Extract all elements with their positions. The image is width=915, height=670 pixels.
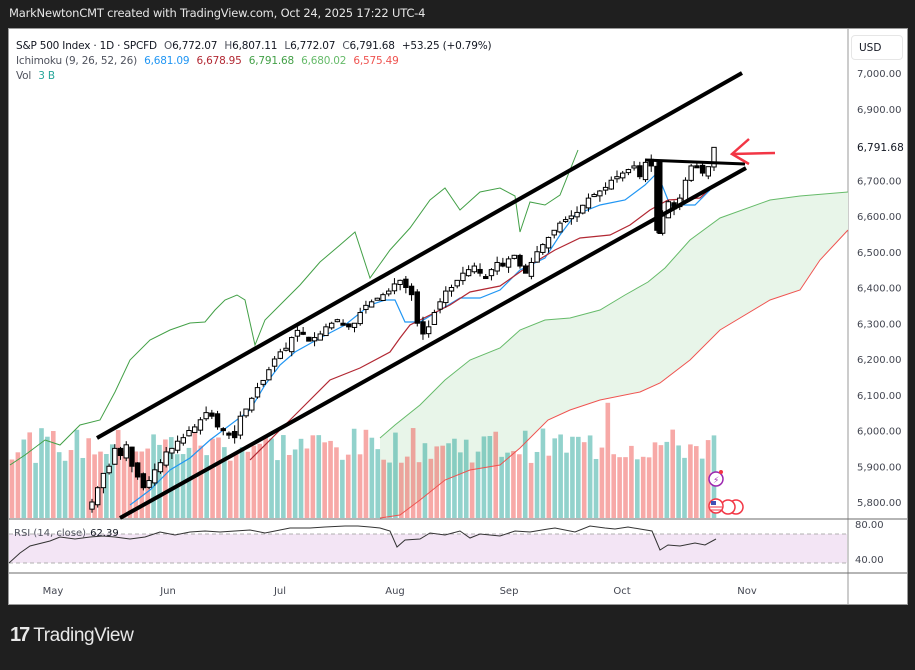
time-tick: Sep (500, 586, 519, 597)
red-arrow-annotation[interactable] (729, 138, 776, 166)
time-tick: Nov (737, 586, 757, 597)
last-price-label: 6,791.68 (857, 142, 904, 154)
volume-legend[interactable]: Vol 3 B (16, 69, 491, 84)
volume-label[interactable]: Vol (16, 70, 32, 82)
rsi-axis-upper: 80.00 (855, 520, 884, 531)
senkou-a-value: 6,680.02 (301, 55, 347, 67)
ichimoku-lines (9, 149, 849, 519)
svg-text:⚡: ⚡ (713, 476, 719, 486)
tradingview-logo-icon: 17 (10, 624, 30, 646)
rsi-axis-lower: 40.00 (855, 555, 884, 566)
price-tick: 6,500.00 (857, 248, 902, 259)
rsi-value: 62.39 (90, 528, 119, 539)
low-value: 6,772.07 (290, 40, 336, 52)
price-tick: 6,100.00 (857, 391, 902, 402)
price-tick: 6,400.00 (857, 284, 902, 295)
tradingview-logo[interactable]: 17 TradingView (10, 624, 134, 647)
time-tick: Aug (385, 586, 405, 597)
ichimoku-label[interactable]: Ichimoku (9, 26, 52, 26) (16, 55, 138, 67)
lightning-event-icon[interactable] (708, 471, 724, 487)
upper-channel-line[interactable] (96, 71, 743, 440)
senkou-b-value: 6,575.49 (353, 55, 399, 67)
rsi-label[interactable]: RSI (14, close) (14, 528, 87, 539)
rsi-line (8, 525, 717, 564)
price-tick: 6,200.00 (857, 355, 902, 366)
price-axis[interactable]: 7,000.00 6,900.00 6,700.00 6,600.00 6,500.00… (857, 69, 902, 509)
rsi-band (9, 534, 847, 563)
time-tick: Oct (613, 586, 630, 597)
volume-bars (9, 402, 717, 518)
price-tick: 6,000.00 (857, 427, 902, 438)
ichimoku-legend[interactable]: Ichimoku (9, 26, 52, 26) 6,681.09 6,678.… (16, 54, 491, 69)
open-value: 6,772.07 (172, 40, 218, 52)
time-tick: May (43, 586, 64, 597)
channel-trendlines[interactable] (96, 71, 747, 520)
tradingview-logo-text: TradingView (33, 624, 134, 646)
high-value: 6,807.11 (232, 40, 278, 52)
kijun-value: 6,678.95 (196, 55, 242, 67)
price-tick: 6,600.00 (857, 212, 902, 223)
price-tick: 5,900.00 (857, 462, 902, 473)
price-tick: 5,800.00 (857, 498, 902, 509)
price-tick: 7,000.00 (857, 69, 902, 80)
price-tick: 6,700.00 (857, 176, 902, 187)
rsi-legend[interactable]: RSI (14, close) 62.39 (14, 528, 119, 539)
time-axis[interactable]: May Jun Jul Aug Sep Oct Nov (43, 586, 757, 597)
change-value: +53.25 (+0.79%) (401, 40, 492, 52)
lower-channel-line[interactable] (119, 166, 747, 520)
price-tick: 6,300.00 (857, 319, 902, 330)
symbol-row[interactable]: S&P 500 Index · 1D · SPCFD O6,772.07 H6,… (16, 40, 492, 52)
time-tick: Jul (273, 586, 286, 597)
chart-credit: MarkNewtonCMT created with TradingView.c… (9, 6, 426, 20)
symbol-name[interactable]: S&P 500 Index · 1D · SPCFD (16, 40, 157, 52)
volume-value: 3 B (38, 70, 55, 82)
candlesticks (89, 146, 717, 513)
close-value: 6,791.68 (349, 40, 395, 52)
chart-legend: S&P 500 Index · 1D · SPCFD O6,772.07 H6,… (16, 39, 492, 84)
price-tick: 6,900.00 (857, 105, 902, 116)
tenkan-value: 6,681.09 (144, 55, 190, 67)
currency-button[interactable]: USD (851, 35, 903, 60)
time-tick: Jun (159, 586, 176, 597)
chikou-value: 6,791.68 (248, 55, 294, 67)
event-icons[interactable]: ⚡ (708, 470, 744, 515)
